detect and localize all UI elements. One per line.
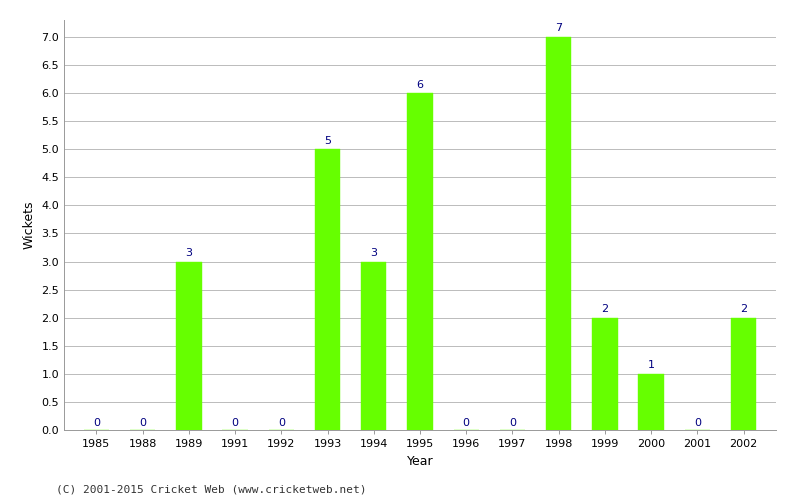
Text: 0: 0	[139, 418, 146, 428]
Text: 0: 0	[278, 418, 285, 428]
Y-axis label: Wickets: Wickets	[23, 200, 36, 249]
Text: (C) 2001-2015 Cricket Web (www.cricketweb.net): (C) 2001-2015 Cricket Web (www.cricketwe…	[56, 485, 366, 495]
Bar	[638, 374, 664, 430]
Text: 2: 2	[602, 304, 609, 314]
Text: 0: 0	[509, 418, 516, 428]
Text: 0: 0	[93, 418, 100, 428]
Bar	[361, 262, 386, 430]
Text: 7: 7	[555, 24, 562, 34]
X-axis label: Year: Year	[406, 454, 434, 468]
Bar	[546, 37, 571, 430]
Text: 1: 1	[648, 360, 654, 370]
Bar	[731, 318, 756, 430]
Text: 2: 2	[740, 304, 747, 314]
Bar	[592, 318, 618, 430]
Bar	[176, 262, 202, 430]
Text: 6: 6	[417, 80, 423, 90]
Bar	[407, 93, 433, 430]
Text: 5: 5	[324, 136, 331, 146]
Text: 0: 0	[231, 418, 238, 428]
Text: 0: 0	[462, 418, 470, 428]
Bar	[315, 149, 340, 430]
Text: 3: 3	[186, 248, 192, 258]
Text: 3: 3	[370, 248, 378, 258]
Text: 0: 0	[694, 418, 701, 428]
